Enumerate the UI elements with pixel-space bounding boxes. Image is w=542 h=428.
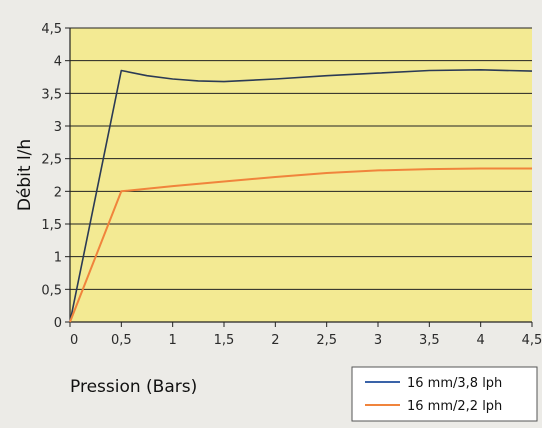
x-tick-label: 0 <box>70 333 78 348</box>
gridlines <box>65 27 533 327</box>
y-tick-label: 4,5 <box>41 22 62 37</box>
x-tick-label: 3,5 <box>419 333 440 348</box>
legend-label-series-1: 16 mm/3,8 lph <box>407 376 502 391</box>
y-tick-label: 2,5 <box>41 153 62 168</box>
y-tick-label: 0 <box>54 316 62 331</box>
x-tick-label: 4 <box>477 333 485 348</box>
y-axis-label: Débit l/h <box>15 139 35 211</box>
x-tick-label: 0,5 <box>111 333 132 348</box>
x-tick-label: 2 <box>271 333 279 348</box>
y-tick-label: 1 <box>54 251 62 266</box>
series-line-1 <box>69 69 533 323</box>
y-tick-label: 3 <box>54 120 62 135</box>
series-line-2 <box>69 167 532 323</box>
x-tick-label: 4,5 <box>522 333 542 348</box>
x-tick-label: 1,5 <box>214 333 235 348</box>
y-tick-label: 1,5 <box>41 218 62 233</box>
y-tick-label: 2 <box>54 185 62 200</box>
series-lines <box>69 69 533 323</box>
legend: 16 mm/3,8 lph 16 mm/2,2 lph <box>351 366 538 422</box>
y-tick-labels: 0 0,5 1 1,5 2 2,5 3 3,5 4 4,5 <box>41 22 62 331</box>
x-tick-labels: 0 0,5 1 1,5 2 2,5 3 3,5 4 4,5 <box>70 333 542 348</box>
x-tick-label: 2,5 <box>316 333 337 348</box>
x-tick-label: 3 <box>374 333 382 348</box>
axes <box>69 28 532 323</box>
y-tick-label: 3,5 <box>41 87 62 102</box>
x-axis-label: Pression (Bars) <box>70 377 197 397</box>
y-tick-label: 4 <box>54 55 62 70</box>
legend-label-series-2: 16 mm/2,2 lph <box>407 399 502 414</box>
x-tick-label: 1 <box>169 333 177 348</box>
legend-box <box>351 366 538 422</box>
y-tick-label: 0,5 <box>41 283 62 298</box>
